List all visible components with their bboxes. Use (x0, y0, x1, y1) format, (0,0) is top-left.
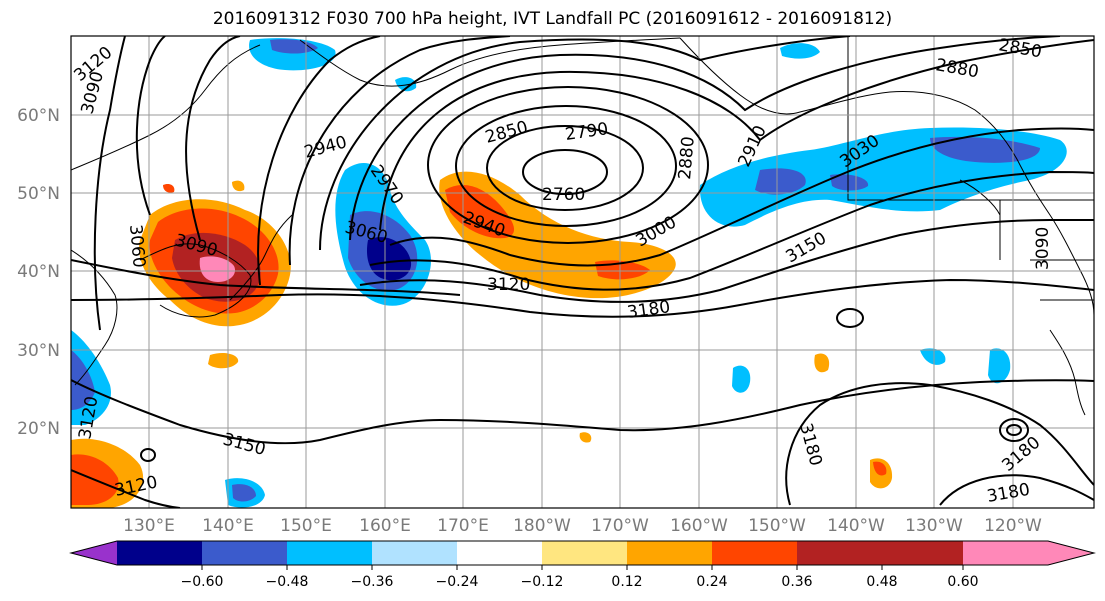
lon-label: 140°E (202, 516, 254, 536)
lon-label: 160°E (359, 516, 411, 536)
lon-label: 130°E (123, 516, 175, 536)
lat-label: 20°N (17, 419, 60, 439)
colorbar-tick-label: −0.24 (436, 574, 479, 590)
colorbar-extend-right (1048, 541, 1094, 565)
colorbar-tick-label: 0.36 (781, 574, 812, 590)
colorbar-segment (797, 541, 882, 565)
contour-label: 3060 (125, 224, 149, 269)
colorbar-ticks (201, 565, 964, 570)
lat-label: 30°N (17, 341, 60, 361)
plot-frame (70, 35, 1095, 509)
lon-label: 150°W (748, 516, 806, 536)
colorbar-tick-label: −0.60 (181, 574, 224, 590)
colorbar: −0.60 −0.48 −0.36 −0.24 −0.12 0.12 0.24 … (69, 540, 1096, 590)
height-contours (71, 36, 1094, 508)
colorbar-segment (963, 541, 1048, 565)
colorbar-tick-label: 0.24 (696, 574, 727, 590)
contour-label: 3090 (1033, 227, 1053, 270)
colorbar-tick-label: 0.60 (947, 574, 978, 590)
colorbar-tick-label: 0.48 (866, 574, 897, 590)
colorbar-segment (202, 541, 287, 565)
lon-label: 120°W (984, 516, 1042, 536)
colorbar-segment (457, 541, 542, 565)
contour-label: 2760 (542, 185, 585, 205)
colorbar-segment (542, 541, 627, 565)
latitude-labels: 60°N 50°N 40°N 30°N 20°N (17, 106, 60, 439)
lon-label: 160°W (670, 516, 728, 536)
lat-label: 40°N (17, 262, 60, 282)
lon-label: 130°W (905, 516, 963, 536)
colorbar-extend-left (71, 541, 117, 565)
lon-label: 140°W (827, 516, 885, 536)
colorbar-segment (372, 541, 457, 565)
lon-label: 180°W (513, 516, 571, 536)
colorbar-segment (117, 541, 202, 565)
plot-title: 2016091312 F030 700 hPa height, IVT Land… (212, 9, 893, 29)
lat-label: 60°N (17, 106, 60, 126)
lon-label: 170°W (591, 516, 649, 536)
colorbar-tick-label: 0.12 (611, 574, 642, 590)
colorbar-segment (882, 541, 963, 565)
colorbar-segment (287, 541, 372, 565)
colorbar-tick-label: −0.48 (266, 574, 309, 590)
lon-label: 150°E (280, 516, 332, 536)
lon-label: 170°E (437, 516, 489, 536)
coastlines (71, 36, 1094, 416)
colorbar-outline (69, 540, 1096, 566)
contour-label: 3120 (487, 275, 530, 295)
contour-label-group: 3120 3090 2940 2850 2790 2760 2880 2910 … (71, 36, 1053, 507)
colorbar-tick-label: −0.36 (351, 574, 394, 590)
colorbar-segment (712, 541, 797, 565)
colorbar-segment (627, 541, 712, 565)
longitude-labels: 130°E 140°E 150°E 160°E 170°E 180°W 170°… (123, 516, 1042, 536)
colorbar-tick-label: −0.12 (521, 574, 564, 590)
lat-label: 50°N (17, 184, 60, 204)
contour-label: 2880 (675, 136, 699, 181)
